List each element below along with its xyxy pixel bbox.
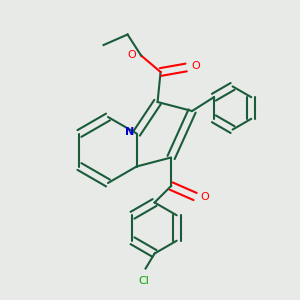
Text: O: O: [127, 50, 136, 61]
Text: N: N: [125, 127, 135, 137]
Text: O: O: [200, 191, 209, 202]
Text: O: O: [191, 61, 200, 71]
Text: Cl: Cl: [139, 276, 149, 286]
